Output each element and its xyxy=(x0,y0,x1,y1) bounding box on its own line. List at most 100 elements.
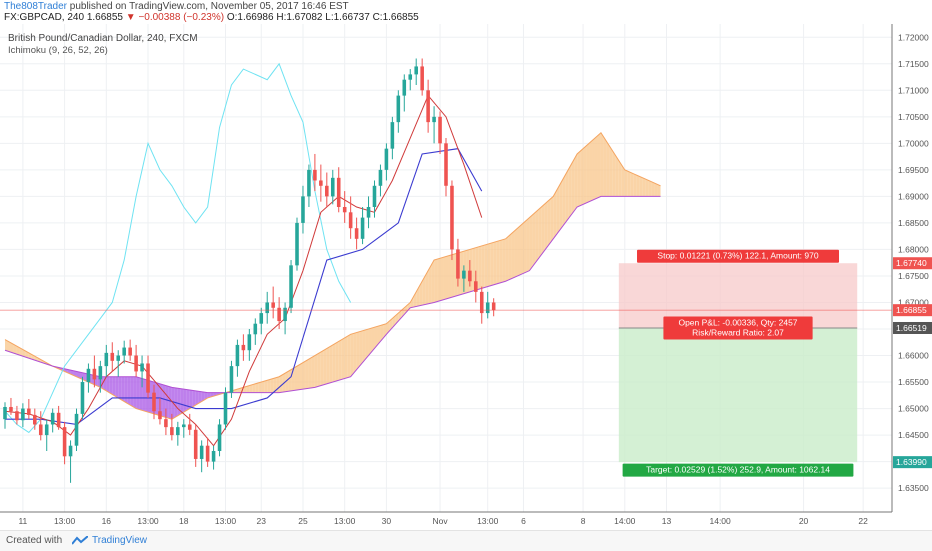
ichimoku-cloud-segment xyxy=(320,350,324,386)
last-price: 1.66855 xyxy=(86,12,123,23)
ichimoku-cloud-segment xyxy=(112,376,116,397)
ichimoku-cloud-segment xyxy=(532,212,536,267)
ichimoku-cloud-segment xyxy=(246,385,250,393)
ichimoku-cloud-segment xyxy=(556,185,560,235)
target-label-text: Target: 0.02529 (1.52%) 252.9, Amount: 1… xyxy=(646,465,830,475)
candle-body xyxy=(21,408,25,421)
ichimoku-cloud-segment xyxy=(448,254,452,299)
ichimoku-cloud-segment xyxy=(568,164,572,219)
candle-body xyxy=(122,347,126,356)
ichimoku-cloud-segment xyxy=(422,275,426,306)
ichimoku-cloud-segment xyxy=(207,392,211,398)
candle-body xyxy=(68,445,73,457)
ichimoku-cloud-segment xyxy=(168,386,172,420)
ichimoku-cloud-segment xyxy=(13,344,17,355)
ichimoku-cloud-segment xyxy=(130,376,134,407)
x-tick-label: 13 xyxy=(662,516,672,526)
candle-body xyxy=(116,355,121,361)
ichimoku-cloud-segment xyxy=(606,142,610,197)
ichimoku-cloud-segment xyxy=(451,253,455,298)
ichimoku-cloud-segment xyxy=(258,382,262,393)
ichimoku-cloud-segment xyxy=(437,258,441,302)
candle-body xyxy=(325,185,329,197)
y-tick-label: 1.68000 xyxy=(898,244,929,254)
ichimoku-cloud-segment xyxy=(365,329,369,360)
candle-body xyxy=(15,411,19,421)
ichimoku-cloud-segment xyxy=(243,386,247,393)
tradingview-logo-icon xyxy=(72,536,88,545)
ichimoku-cloud-segment xyxy=(633,173,637,197)
ichimoku-cloud-segment xyxy=(529,214,533,271)
ichimoku-cloud-segment xyxy=(288,369,292,392)
price-tag xyxy=(893,321,932,334)
ichimoku-cloud-segment xyxy=(648,180,652,197)
ichimoku-cloud-segment xyxy=(270,378,274,393)
candle-body xyxy=(9,406,13,412)
price-tag-text: 1.66855 xyxy=(896,305,927,315)
candle-body xyxy=(223,392,228,425)
ichimoku-cloud-segment xyxy=(121,376,125,402)
y-tick-label: 1.70500 xyxy=(898,112,929,122)
price-chart[interactable]: Stop: 0.01221 (0.73%) 122.1, Amount: 970… xyxy=(0,24,932,530)
ichimoku-cloud-segment xyxy=(481,245,485,289)
candle-body xyxy=(277,307,281,322)
candle-body xyxy=(348,212,353,229)
stop-label-text: Stop: 0.01221 (0.73%) 122.1, Amount: 970 xyxy=(657,251,818,261)
ichimoku-cloud-segment xyxy=(195,390,199,406)
ichimoku-cloud-segment xyxy=(308,357,312,389)
candle-body xyxy=(283,307,287,322)
ichimoku-cloud-segment xyxy=(332,343,336,383)
candle-body xyxy=(187,424,192,430)
y-tick-label: 1.72000 xyxy=(898,32,929,42)
chart-area[interactable]: Stop: 0.01221 (0.73%) 122.1, Amount: 970… xyxy=(0,24,932,530)
ichimoku-cloud-segment xyxy=(383,323,387,338)
price-tag-text: 1.66519 xyxy=(896,323,927,333)
candle-body xyxy=(336,177,341,207)
ichimoku-cloud-segment xyxy=(475,246,479,291)
y-tick-label: 1.70000 xyxy=(898,138,929,148)
author-link[interactable]: The808Trader xyxy=(4,1,67,12)
ichimoku-cloud-segment xyxy=(657,184,661,197)
ichimoku-cloud-segment xyxy=(142,378,146,412)
y-tick-label: 1.64500 xyxy=(898,430,929,440)
tradingview-brand-link[interactable]: TradingView xyxy=(92,535,148,546)
candle-body xyxy=(479,291,484,314)
candle-body xyxy=(319,180,323,186)
candle-body xyxy=(247,334,252,351)
ichimoku-cloud-segment xyxy=(592,138,595,201)
ichimoku-cloud-segment xyxy=(338,339,342,381)
y-tick-label: 1.71000 xyxy=(898,85,929,95)
y-tick-label: 1.69000 xyxy=(898,191,929,201)
candle-body xyxy=(426,90,430,123)
price-tag-text: 1.67740 xyxy=(896,258,927,268)
candle-body xyxy=(301,196,305,223)
y-tick-label: 1.71500 xyxy=(898,59,929,69)
ichimoku-cloud-segment xyxy=(514,228,518,278)
ichimoku-cloud-segment xyxy=(249,384,253,393)
ichimoku-cloud-segment xyxy=(425,270,429,305)
ichimoku-cloud-segment xyxy=(597,132,601,198)
ichimoku-cloud-segment xyxy=(586,143,590,204)
ichimoku-cloud-segment xyxy=(294,366,298,391)
ichimoku-cloud-segment xyxy=(386,321,390,335)
ichimoku-cloud-segment xyxy=(472,247,476,291)
x-tick-label: 30 xyxy=(382,516,392,526)
candle-body xyxy=(295,222,299,266)
ichimoku-cloud-segment xyxy=(118,376,122,400)
ichimoku-cloud-segment xyxy=(538,207,542,259)
x-tick-label: 14:00 xyxy=(614,516,636,526)
ichimoku-cloud-segment xyxy=(192,390,196,407)
ichimoku-cloud-segment xyxy=(651,181,655,197)
x-tick-label: 16 xyxy=(102,516,112,526)
x-tick-label: 22 xyxy=(858,516,868,526)
candle-body xyxy=(265,302,270,314)
candle-body xyxy=(462,270,466,279)
candle-body xyxy=(241,344,246,351)
ichimoku-cloud-segment xyxy=(541,204,545,255)
target-label-box xyxy=(622,463,854,477)
ichimoku-cloud-segment xyxy=(574,153,578,211)
x-tick-label: 6 xyxy=(521,516,526,526)
ichimoku-cloud-segment xyxy=(371,327,375,352)
ichimoku-cloud-segment xyxy=(627,171,631,197)
candle-body xyxy=(92,368,97,380)
